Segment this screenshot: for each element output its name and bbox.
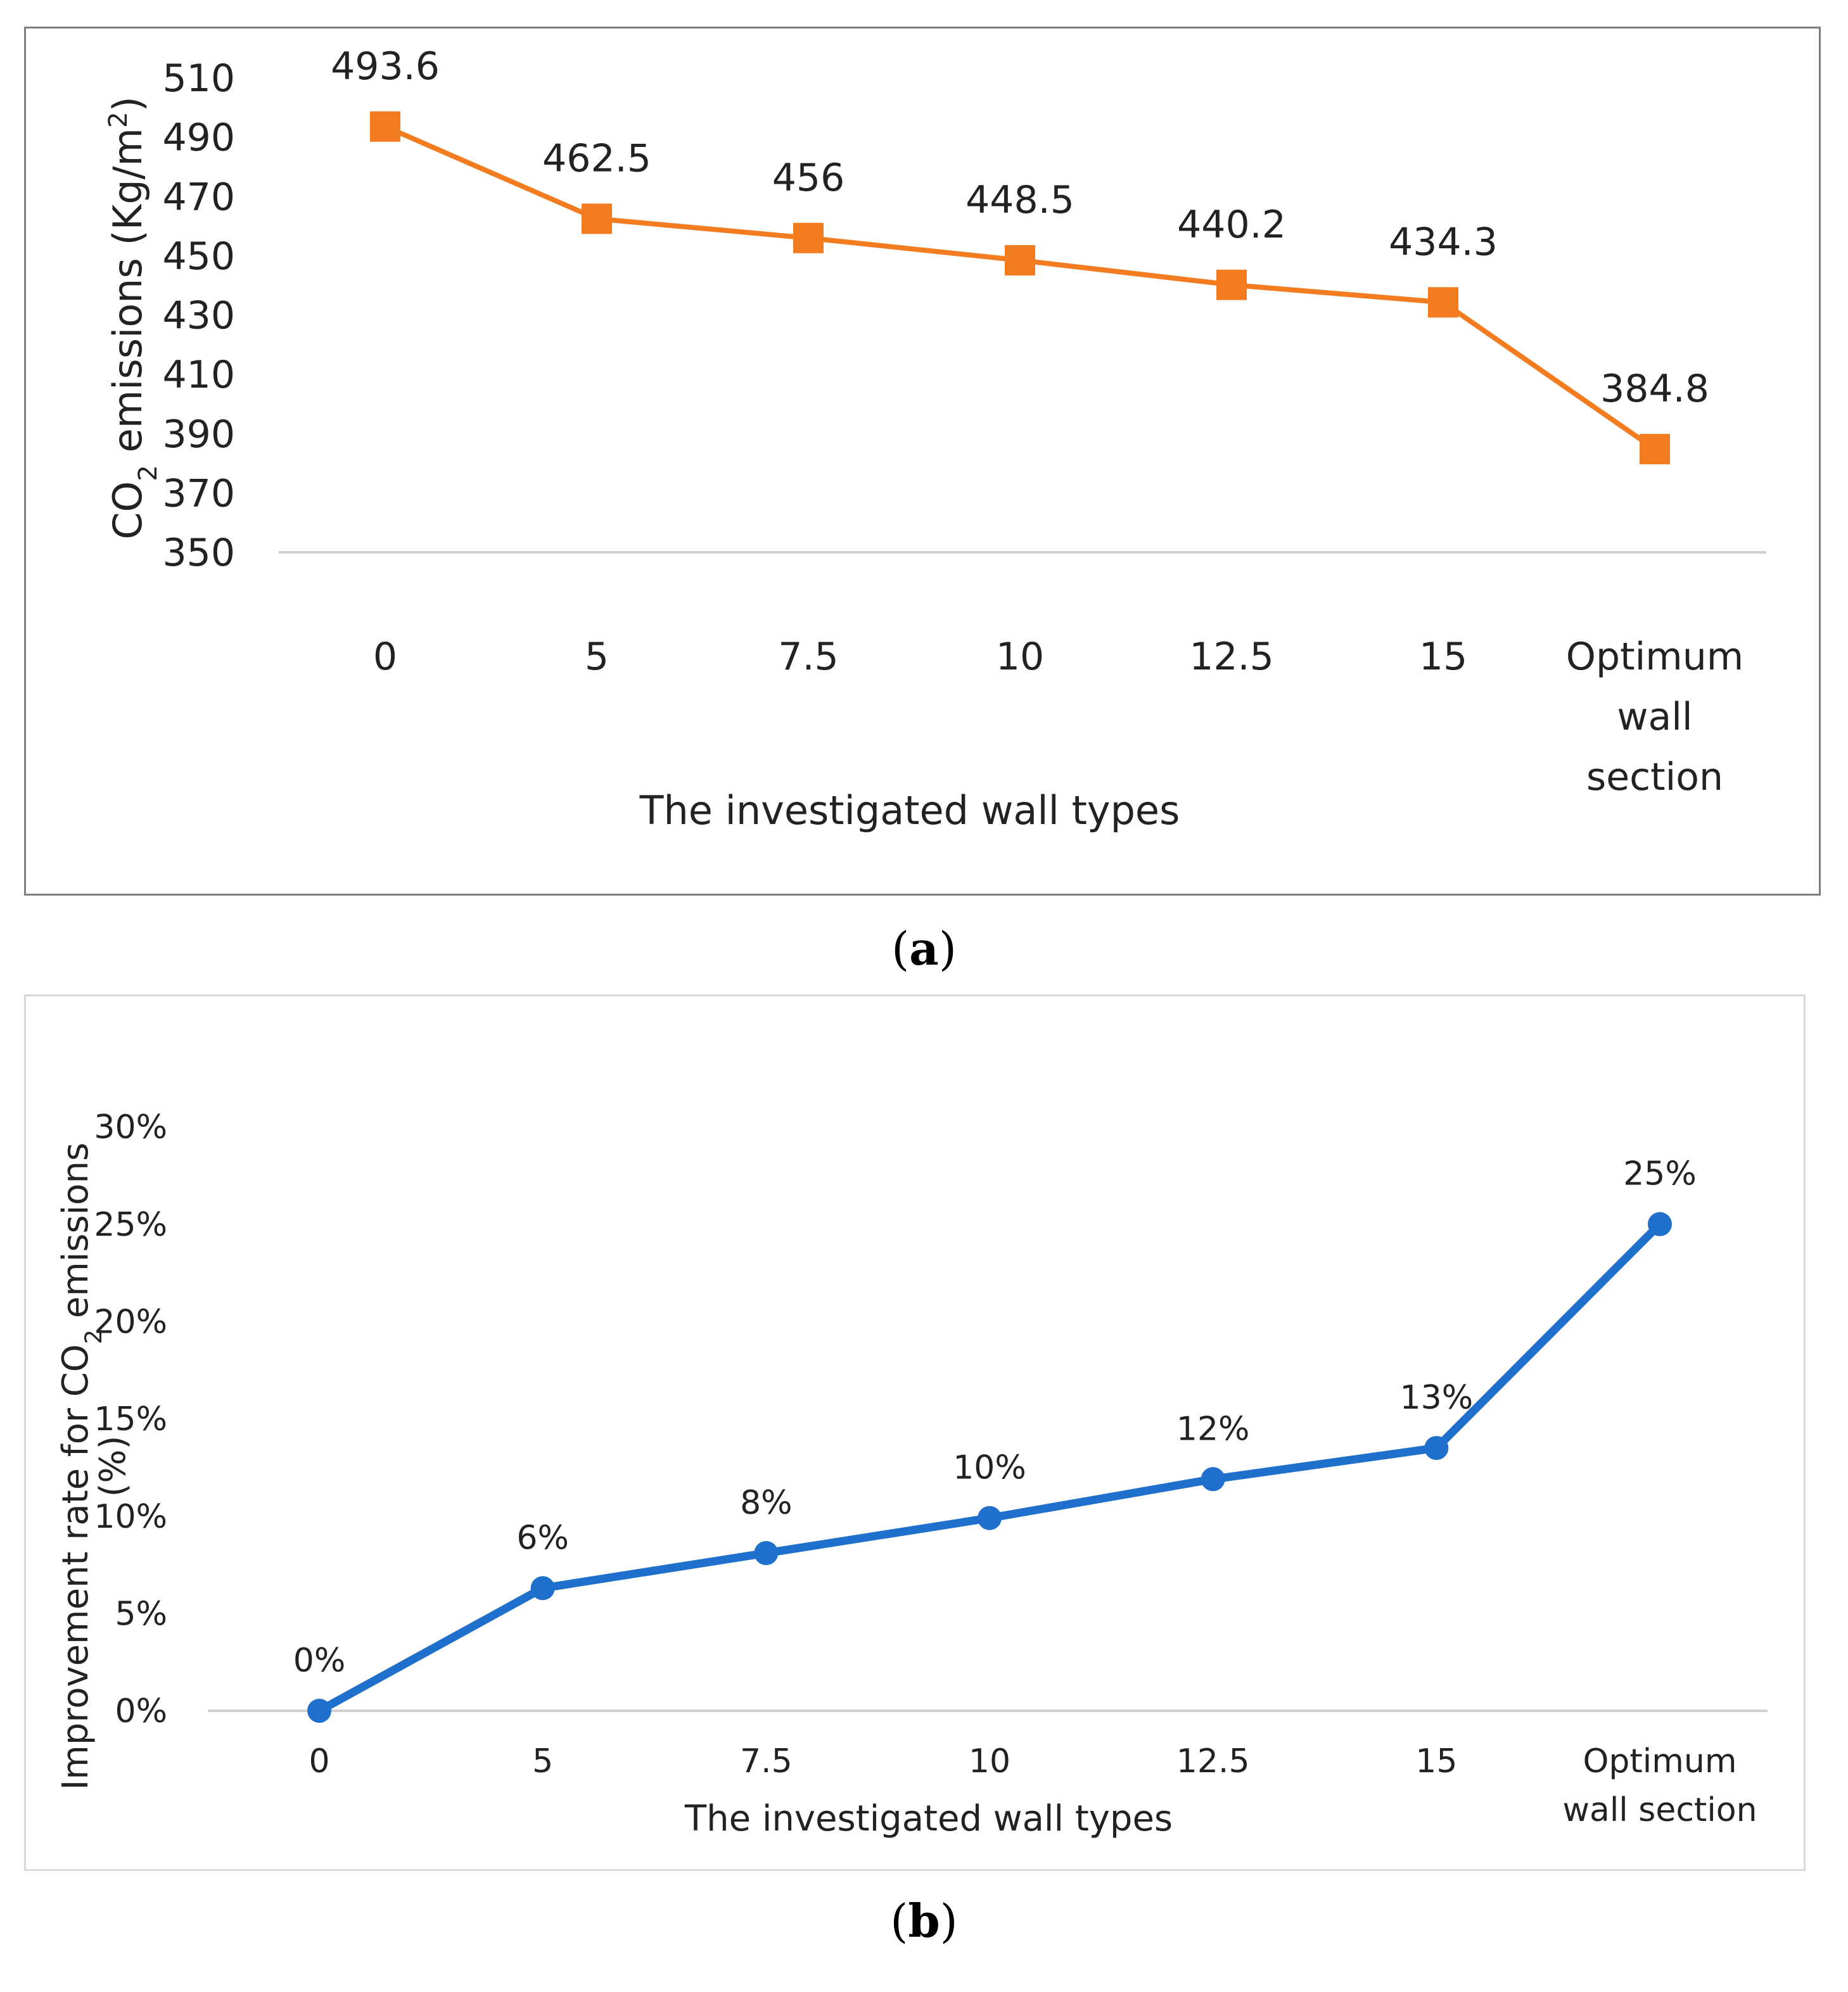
chart-a-data-point	[1216, 269, 1247, 300]
chart-a-y-axis-title-part: emissions (Kg/m	[105, 128, 151, 465]
chart-b-data-label: 10%	[953, 1449, 1026, 1487]
chart-b-data-label: 13%	[1400, 1379, 1474, 1417]
chart-b-x-tick-label: wall section	[1562, 1791, 1757, 1829]
chart-b-y-axis-title-sub: 2	[80, 1329, 107, 1344]
chart-a-y-axis-title-part: )	[105, 96, 151, 111]
chart-b-x-tick-label: 15	[1415, 1742, 1457, 1780]
chart-a-data-point	[1005, 244, 1035, 276]
chart-b-y-axis-title-part: Improvement rate for CO	[55, 1344, 96, 1790]
chart-a-y-tick-label: 490	[162, 116, 235, 160]
chart-b-data-point	[1424, 1436, 1449, 1461]
chart-a-x-tick-label: section	[1586, 755, 1723, 799]
chart-a-data-label: 434.3	[1389, 220, 1498, 264]
chart-b-y-axis-title-line2: (%)	[92, 1436, 134, 1497]
chart-a-data-label: 448.5	[965, 178, 1074, 222]
chart-b-data-label: 8%	[740, 1484, 793, 1522]
chart-a-x-tick-label: 12.5	[1189, 635, 1274, 679]
chart-b-x-tick-label: 0	[309, 1742, 329, 1780]
chart-a-y-tick-label: 450	[162, 234, 235, 279]
chart-b-data-label: 12%	[1176, 1410, 1250, 1448]
chart-b-data-point	[978, 1506, 1002, 1530]
chart-a-x-tick-label: Optimum	[1566, 635, 1743, 679]
chart-a-data-point	[793, 222, 824, 253]
chart-b-data-point	[530, 1576, 555, 1601]
chart-a-y-tick-label: 470	[162, 175, 235, 219]
chart-panel-b: 0% 5% 10% 15% 20% 25% 30% 0 5 7.5 10 12.5 15 Optimum w…	[24, 994, 1806, 1871]
chart-b-y-tick-label: 30%	[94, 1108, 167, 1146]
chart-b-y-tick-label: 0%	[115, 1692, 168, 1730]
chart-a-x-tick-label: 0	[373, 635, 397, 679]
chart-b-x-tick-label: 7.5	[740, 1742, 793, 1780]
chart-a-data-point	[1428, 287, 1458, 318]
chart-a-data-label: 462.5	[542, 136, 651, 181]
chart-a-data-label: 493.6	[331, 44, 440, 89]
chart-a-x-tick-label: 5	[585, 635, 609, 679]
chart-a-y-axis-title-part: CO	[105, 481, 151, 540]
chart-a-x-tick-label: wall	[1617, 695, 1692, 739]
chart-b-x-tick-label: Optimum	[1583, 1742, 1736, 1780]
chart-a-y-tick-label: 430	[162, 294, 235, 338]
chart-a-frame	[24, 27, 1821, 896]
caption-b: (b)	[890, 1894, 958, 1948]
chart-a-data-label: 384.8	[1600, 367, 1709, 411]
chart-a-y-tick-label: 390	[162, 412, 235, 457]
chart-b-y-tick-label: 15%	[94, 1400, 167, 1438]
chart-a-y-axis-title-sup: 2	[103, 111, 133, 128]
chart-b-y-tick-label: 10%	[94, 1498, 167, 1536]
chart-a-y-tick-label: 510	[162, 56, 235, 101]
caption-a-letter: a	[909, 922, 939, 975]
chart-a-y-tick-label: 350	[162, 531, 235, 575]
chart-a-y-axis-title: CO2 emissions (Kg/m2)	[103, 96, 163, 540]
chart-a-x-tick-label: 7.5	[778, 635, 838, 679]
chart-a-data-label: 440.2	[1177, 203, 1286, 247]
chart-b-data-point	[1648, 1212, 1672, 1236]
chart-a-y-axis-title-sub: 2	[133, 465, 163, 481]
chart-b-data-label: 6%	[516, 1519, 569, 1557]
chart-b-x-tick-label: 12.5	[1176, 1742, 1250, 1780]
chart-b-y-axis-title-part: emissions	[55, 1143, 96, 1329]
chart-a-data-label: 456	[772, 156, 845, 200]
chart-a-x-axis-title: The investigated wall types	[639, 787, 1180, 834]
chart-b-y-axis-title: Improvement rate for CO2 emissions	[55, 1143, 107, 1790]
chart-a-svg: 350 370 390 410 430 450 470 490 510 0 5 7.5 10 12.5 15…	[24, 27, 1821, 896]
chart-b-y-tick-label: 25%	[94, 1206, 167, 1244]
chart-b-x-axis-title: The investigated wall types	[684, 1798, 1173, 1839]
chart-b-data-label: 25%	[1623, 1155, 1697, 1193]
chart-a-data-point	[582, 203, 612, 234]
chart-a-y-tick-label: 370	[162, 471, 235, 516]
chart-b-data-point	[307, 1699, 331, 1723]
chart-a-data-point	[1640, 434, 1670, 465]
chart-a-x-tick-label: 10	[996, 635, 1044, 679]
chart-b-data-label: 0%	[293, 1642, 346, 1680]
chart-b-x-tick-label: 10	[969, 1742, 1010, 1780]
chart-a-x-tick-label: 15	[1419, 635, 1467, 679]
chart-b-data-point	[1201, 1467, 1225, 1492]
chart-b-data-point	[754, 1541, 779, 1566]
caption-b-letter: b	[908, 1894, 940, 1948]
chart-b-svg: 0%5%10%15%20%25%30%0 5 7.5 10 12.5 15 Optimumw…	[24, 994, 1806, 1871]
chart-b-y-tick-label: 5%	[115, 1596, 168, 1634]
chart-a-y-tick-label: 410	[162, 353, 235, 397]
caption-a: (a)	[891, 922, 957, 975]
chart-a-data-point	[370, 111, 400, 142]
chart-b-frame	[24, 994, 1806, 1871]
chart-panel-a: 350 370 390 410 430 450 470 490 510 0 5 7.5 10 12.5 15…	[24, 27, 1821, 896]
chart-b-x-tick-label: 5	[532, 1742, 553, 1780]
chart-b-y-tick-label: 20%	[94, 1304, 167, 1342]
